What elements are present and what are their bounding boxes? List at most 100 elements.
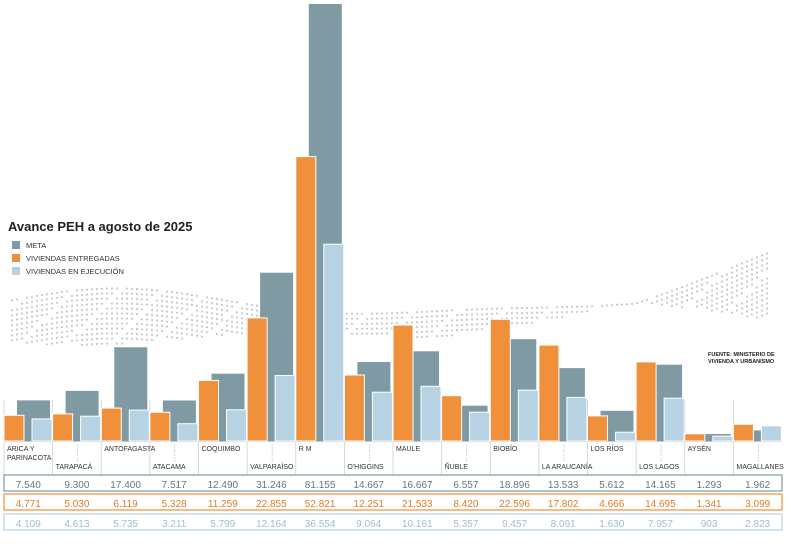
value-label-viviendas-en-ejecucion-o-higgins: 9.064 <box>356 519 381 530</box>
bar-viviendas-entregadas-antofagasta <box>100 407 122 442</box>
value-label-meta-antofagasta: 17.400 <box>110 480 141 491</box>
value-label-viviendas-en-ejecucion-atacama: 3.211 <box>162 519 187 530</box>
bar-viviendas-entregadas-nuble <box>441 395 463 442</box>
legend-item-meta: META <box>12 239 124 251</box>
bar-viviendas-entregadas-r-m <box>295 156 317 442</box>
value-label-meta-valparaiso: 31.246 <box>256 480 287 491</box>
category-label-aysen: AYSÉN <box>688 444 711 453</box>
value-label-viviendas-entregadas-atacama: 5.328 <box>162 499 187 510</box>
chile-map-pattern <box>10 252 769 347</box>
value-row-frame-viviendas-en-ejecucion <box>3 513 783 531</box>
value-label-viviendas-entregadas-magallanes: 3.099 <box>745 499 770 510</box>
bar-viviendas-en-ejecucion-valparaiso <box>274 375 296 442</box>
chart-title: Avance PEH a agosto de 2025 <box>8 219 193 234</box>
value-row-frame-meta <box>3 474 783 492</box>
value-label-meta-los-rios: 5.612 <box>599 480 624 491</box>
category-label-atacama: ATACAMA <box>153 464 186 471</box>
bar-viviendas-entregadas-los-lagos <box>635 361 657 442</box>
bar-viviendas-entregadas-maule <box>392 324 414 442</box>
value-label-viviendas-en-ejecucion-antofagasta: 5.735 <box>113 519 138 530</box>
legend-label-entregadas: VIVIENDAS ENTREGADAS <box>26 253 120 263</box>
value-label-meta-o-higgins: 14.667 <box>353 480 384 491</box>
bar-viviendas-entregadas-coquimbo <box>198 379 219 442</box>
bar-viviendas-entregadas-magallanes <box>732 423 754 442</box>
bar-viviendas-entregadas-arica-y-parinacota <box>3 414 25 442</box>
value-label-meta-tarapaca: 9.300 <box>64 480 89 491</box>
value-label-viviendas-entregadas-tarapaca: 5.030 <box>64 499 89 510</box>
category-label-biobio: BIOBÍO <box>493 444 518 453</box>
value-label-viviendas-entregadas-o-higgins: 12.251 <box>353 499 384 510</box>
bar-viviendas-en-ejecucion-biobio <box>517 389 539 442</box>
value-label-viviendas-en-ejecucion-valparaiso: 12.164 <box>256 519 287 530</box>
bar-viviendas-en-ejecucion-maule <box>420 385 442 442</box>
bar-viviendas-en-ejecucion-arica-y-parinacota <box>31 418 53 442</box>
value-label-viviendas-en-ejecucion-arica-y-parinacota: 4.109 <box>16 519 41 530</box>
value-label-meta-atacama: 7.517 <box>162 480 187 491</box>
value-label-meta-la-araucania: 13.533 <box>548 480 579 491</box>
value-label-viviendas-en-ejecucion-aysen: 903 <box>701 519 718 530</box>
value-label-viviendas-en-ejecucion-maule: 10.161 <box>402 519 433 530</box>
category-label-magallanes: MAGALLANES <box>736 464 784 471</box>
bar-viviendas-entregadas-atacama <box>149 411 171 442</box>
value-row-frame-viviendas-entregadas <box>3 493 783 511</box>
category-label-los-rios: LOS RÍOS <box>591 444 624 453</box>
source-note: FUENTE: MINISTERIO DE VIVIENDA Y URBANIS… <box>708 352 775 365</box>
value-label-viviendas-en-ejecucion-los-lagos: 7.957 <box>648 519 673 530</box>
bar-viviendas-entregadas-la-araucania <box>538 344 560 442</box>
value-label-meta-r-m: 81.155 <box>305 480 336 491</box>
bar-viviendas-entregadas-tarapaca <box>52 413 74 442</box>
bar-viviendas-en-ejecucion-la-araucania <box>566 396 588 442</box>
category-label-o-higgins: O'HIGGINS <box>347 464 384 471</box>
value-label-viviendas-en-ejecucion-la-araucania: 8.091 <box>551 519 576 530</box>
legend: META VIVIENDAS ENTREGADAS VIVIENDAS EN E… <box>12 239 124 278</box>
value-label-viviendas-entregadas-coquimbo: 11.259 <box>208 499 238 510</box>
bar-viviendas-en-ejecucion-tarapaca <box>80 415 102 442</box>
legend-swatch-ejecucion <box>12 267 20 275</box>
value-label-viviendas-entregadas-la-araucania: 17.802 <box>548 499 579 510</box>
legend-item-ejecucion: VIVIENDAS EN EJECUCIÓN <box>12 265 124 277</box>
value-label-viviendas-en-ejecucion-nuble: 5.357 <box>453 519 478 530</box>
value-label-meta-arica-y-parinacota: 7.540 <box>16 480 41 491</box>
value-label-viviendas-en-ejecucion-r-m: 36.554 <box>305 519 336 530</box>
bar-viviendas-entregadas-o-higgins <box>343 374 365 442</box>
category-label-antofagasta: ANTOFAGASTA <box>104 446 155 453</box>
category-label-r-m: R M <box>299 446 312 453</box>
value-label-viviendas-entregadas-aysen: 1.341 <box>697 499 722 510</box>
category-label-arica-y-parinacota: ARICA Y PARINACOTA <box>7 446 52 462</box>
legend-swatch-entregadas <box>12 254 20 262</box>
bar-viviendas-en-ejecucion-atacama <box>177 423 199 442</box>
value-label-viviendas-entregadas-los-rios: 4.666 <box>599 499 624 510</box>
bar-viviendas-en-ejecucion-magallanes <box>760 425 782 442</box>
bar-viviendas-en-ejecucion-coquimbo <box>226 409 247 442</box>
value-label-meta-aysen: 1.293 <box>697 480 722 491</box>
bar-viviendas-entregadas-biobio <box>489 318 511 442</box>
category-label-nuble: ÑUBLE <box>445 462 469 471</box>
legend-label-ejecucion: VIVIENDAS EN EJECUCIÓN <box>26 266 124 276</box>
value-label-viviendas-en-ejecucion-magallanes: 2.823 <box>745 519 770 530</box>
legend-item-entregadas: VIVIENDAS ENTREGADAS <box>12 252 124 264</box>
value-label-viviendas-entregadas-r-m: 52.821 <box>305 499 336 510</box>
value-label-viviendas-entregadas-nuble: 8.420 <box>453 499 478 510</box>
value-label-viviendas-entregadas-arica-y-parinacota: 4.771 <box>16 499 41 510</box>
bar-viviendas-en-ejecucion-nuble <box>469 411 491 442</box>
bar-viviendas-entregadas-los-rios <box>587 415 608 442</box>
value-label-viviendas-en-ejecucion-tarapaca: 4.613 <box>64 519 89 530</box>
legend-swatch-meta <box>12 241 20 249</box>
value-label-meta-los-lagos: 14.165 <box>645 480 676 491</box>
bar-viviendas-en-ejecucion-antofagasta <box>128 409 150 442</box>
value-label-viviendas-en-ejecucion-biobio: 9.457 <box>502 519 527 530</box>
category-label-los-lagos: LOS LAGOS <box>639 464 679 471</box>
value-label-meta-biobio: 18.896 <box>499 480 530 491</box>
value-label-viviendas-entregadas-biobio: 22.596 <box>499 499 530 510</box>
bar-viviendas-en-ejecucion-los-rios <box>615 431 636 442</box>
category-label-maule: MAULE <box>396 446 420 453</box>
value-label-meta-nuble: 6.557 <box>453 480 478 491</box>
category-label-valparaiso: VALPARAÍSO <box>250 462 294 471</box>
value-label-viviendas-entregadas-los-lagos: 14.695 <box>645 499 676 510</box>
bar-viviendas-en-ejecucion-aysen <box>712 435 734 442</box>
value-label-viviendas-entregadas-maule: 21.533 <box>402 499 433 510</box>
bar-viviendas-entregadas-aysen <box>684 433 706 442</box>
value-label-viviendas-en-ejecucion-coquimbo: 5.799 <box>210 519 235 530</box>
bar-viviendas-en-ejecucion-r-m <box>323 243 345 442</box>
